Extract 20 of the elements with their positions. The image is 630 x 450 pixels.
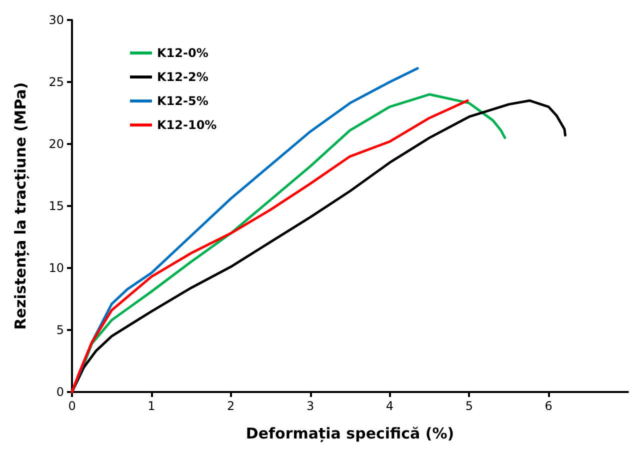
legend-label: K12-5% [157, 94, 208, 108]
legend-label: K12-2% [157, 70, 208, 84]
y-tick-label: 15 [48, 199, 64, 213]
y-axis-title: Rezistența la tracțiune (MPa) [12, 82, 30, 330]
x-tick-label: 5 [465, 399, 473, 413]
y-tick-label: 20 [48, 137, 64, 151]
x-axis-title: Deformația specifică (%) [246, 424, 454, 442]
y-tick-label: 0 [56, 385, 64, 399]
x-tick-label: 3 [306, 399, 314, 413]
y-tick-label: 5 [56, 323, 64, 337]
x-tick-label: 0 [68, 399, 76, 413]
legend-label: K12-0% [157, 46, 208, 60]
y-tick-label: 30 [48, 13, 64, 27]
x-tick-label: 1 [148, 399, 156, 413]
y-tick-label: 25 [48, 75, 64, 89]
y-tick-label: 10 [48, 261, 64, 275]
legend-label: K12-10% [157, 118, 217, 132]
x-tick-label: 6 [544, 399, 552, 413]
x-tick-label: 2 [227, 399, 235, 413]
x-tick-label: 4 [386, 399, 394, 413]
